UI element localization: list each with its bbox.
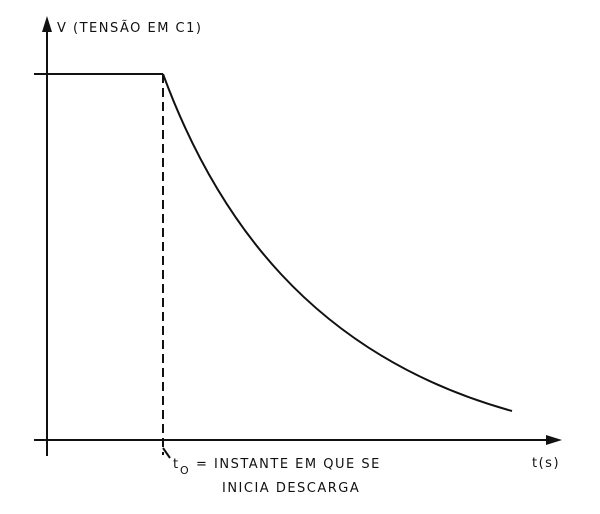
x-axis-label: t(s) [532, 456, 560, 471]
t0-symbol: t [173, 457, 180, 472]
t0-pointer [162, 447, 171, 459]
y-axis-label: V (TENSÃO EM C1) [57, 20, 202, 36]
t0-description-2: INICIA DESCARGA [222, 481, 360, 496]
discharge-curve [162, 73, 513, 412]
x-axis-arrow [546, 435, 562, 445]
t0-description-1: = INSTANTE EM QUE SE [196, 457, 381, 472]
y-axis-arrow [42, 16, 52, 32]
t0-subscript: O [180, 464, 190, 477]
